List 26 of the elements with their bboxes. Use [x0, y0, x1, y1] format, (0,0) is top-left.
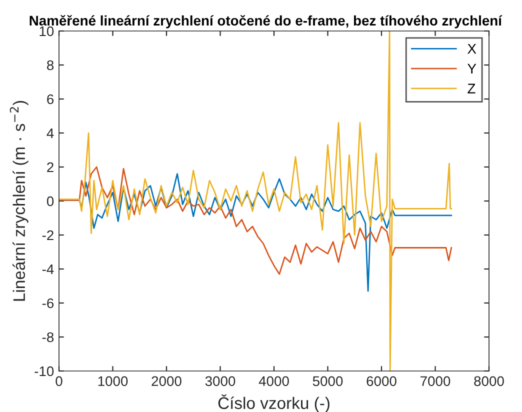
x-tick-label: 5000: [312, 376, 343, 386]
x-tick-label: 6000: [366, 376, 396, 386]
y-tick-label: 2: [47, 162, 54, 172]
y-tick-label: 0: [46, 196, 54, 206]
x-tick-label: 0: [56, 376, 62, 386]
x-tick-label: 8000: [474, 376, 504, 386]
y-tick-label: -6: [42, 298, 54, 308]
legend-label: Y: [468, 64, 476, 74]
y-tick-label: -2: [42, 230, 54, 240]
x-tick-label: 2000: [152, 376, 182, 386]
legend-label: X: [468, 44, 476, 54]
x-tick-label: 1000: [98, 376, 128, 386]
x-tick-label: 4000: [258, 376, 289, 386]
x-tick-label: 7000: [420, 376, 450, 386]
y-tick-label: -4: [42, 264, 54, 274]
legend-label: Z: [468, 84, 476, 94]
y-tick-label: -8: [42, 332, 54, 342]
x-axis-title: Číslo vzorku (-): [218, 394, 330, 412]
y-tick-label: -10: [34, 366, 54, 376]
y-tick-label: 10: [40, 26, 54, 36]
y-tick-label: 8: [47, 60, 54, 70]
line-series: [59, 166, 452, 275]
y-tick-label: 4: [46, 128, 54, 138]
y-axis-title: Lineární zrychlení (m · s$^{−2}$): [10, 100, 28, 301]
x-tick-label: 3000: [205, 376, 236, 386]
y-tick-label: 6: [47, 94, 54, 104]
